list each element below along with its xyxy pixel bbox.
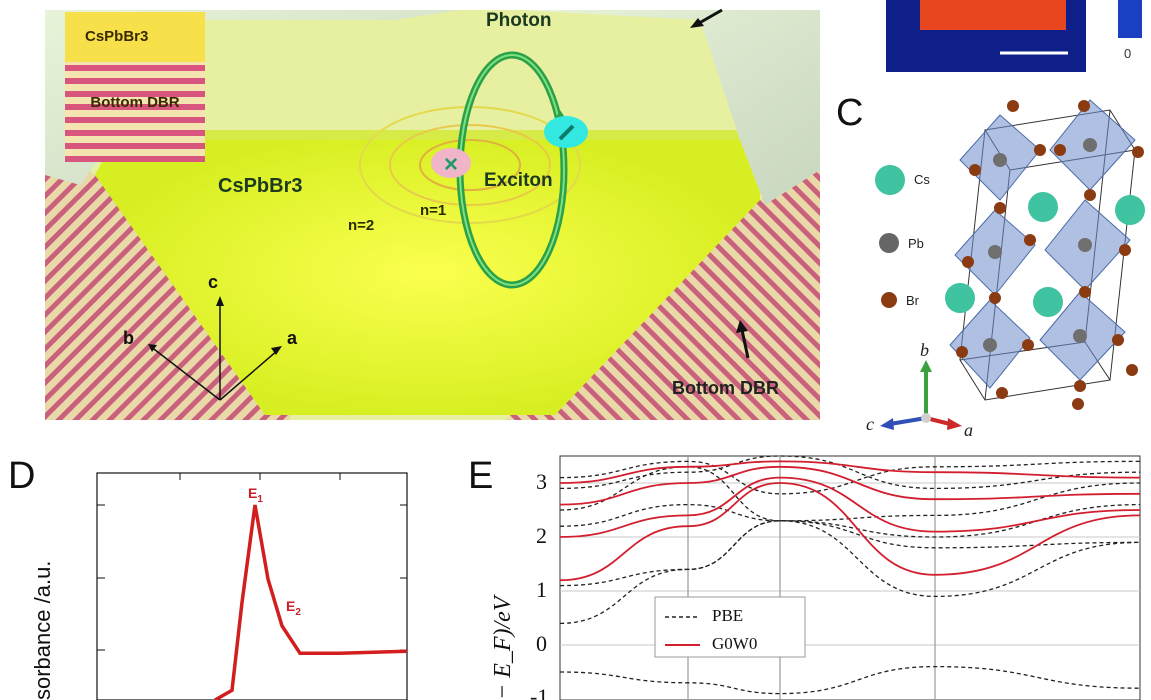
panel-e-ylabel: − E_F)/eV	[490, 596, 516, 700]
exciton-label: Exciton	[484, 170, 553, 191]
inset-bottom-layer: Bottom DBR	[90, 94, 180, 111]
ytick-3: 3	[536, 469, 547, 494]
g0w0-band-3	[559, 460, 1141, 484]
n2-label: n=2	[348, 217, 375, 234]
peak-e2-label: EE22	[286, 598, 301, 618]
legend-br: Br	[906, 293, 919, 308]
compass-a: a	[964, 420, 973, 440]
g0w0-band-0	[559, 482, 1141, 582]
panel-d-plot	[96, 472, 408, 700]
compass-c: c	[866, 414, 874, 434]
svg-text:×: ×	[444, 151, 458, 178]
colorbar-min: 0	[1124, 46, 1132, 61]
g0w0-band-1	[559, 476, 1141, 538]
panel-e-letter: E	[468, 455, 494, 497]
photon-label: Photon	[486, 10, 552, 31]
ytick-minus1: -1	[530, 684, 549, 700]
pbe-band-1	[559, 520, 1141, 587]
n1-label: n=1	[420, 202, 447, 219]
peak-e1-label: EE11	[248, 485, 263, 505]
ytick-2: 2	[536, 523, 547, 548]
pbe-band-4	[559, 455, 1141, 490]
pbe-band-2	[559, 503, 1141, 538]
legend-g0w0: G0W0	[712, 634, 758, 653]
material-label: CsPbBr3	[218, 175, 303, 197]
panel-b-heatmap	[886, 0, 1142, 72]
pbe-band-0	[559, 520, 1141, 625]
panel-c-crystal	[875, 99, 1145, 430]
panel-a-scene: ×	[45, 8, 820, 420]
compass-b: b	[920, 340, 929, 360]
legend-pbe: PBE	[712, 606, 744, 625]
g0w0-band-2	[559, 465, 1141, 506]
pbe-band-6	[559, 665, 1141, 695]
axis-c-label: c	[208, 272, 219, 292]
panel-c-letter: C	[836, 92, 864, 134]
axis-b-label: b	[123, 328, 134, 348]
inset-top-layer: CsPbBr3	[85, 28, 149, 45]
ytick-0: 0	[536, 631, 547, 656]
panel-e-plot	[559, 455, 1141, 700]
legend-pb: Pb	[908, 236, 924, 251]
bottom-dbr-label: Bottom DBR	[672, 378, 779, 398]
absorbance-line	[214, 504, 408, 700]
pbe-band-3	[559, 466, 1141, 522]
ytick-1: 1	[536, 577, 547, 602]
peak-e2-sub: 2	[295, 606, 301, 618]
peak-e1-sub: 1	[257, 493, 263, 505]
panel-d-letter: D	[8, 455, 36, 497]
pbe-band-5	[559, 460, 1141, 495]
axis-a-label: a	[287, 328, 298, 348]
legend-cs: Cs	[914, 172, 930, 187]
panel-d-ylabel: sorbance /a.u.	[30, 560, 55, 700]
